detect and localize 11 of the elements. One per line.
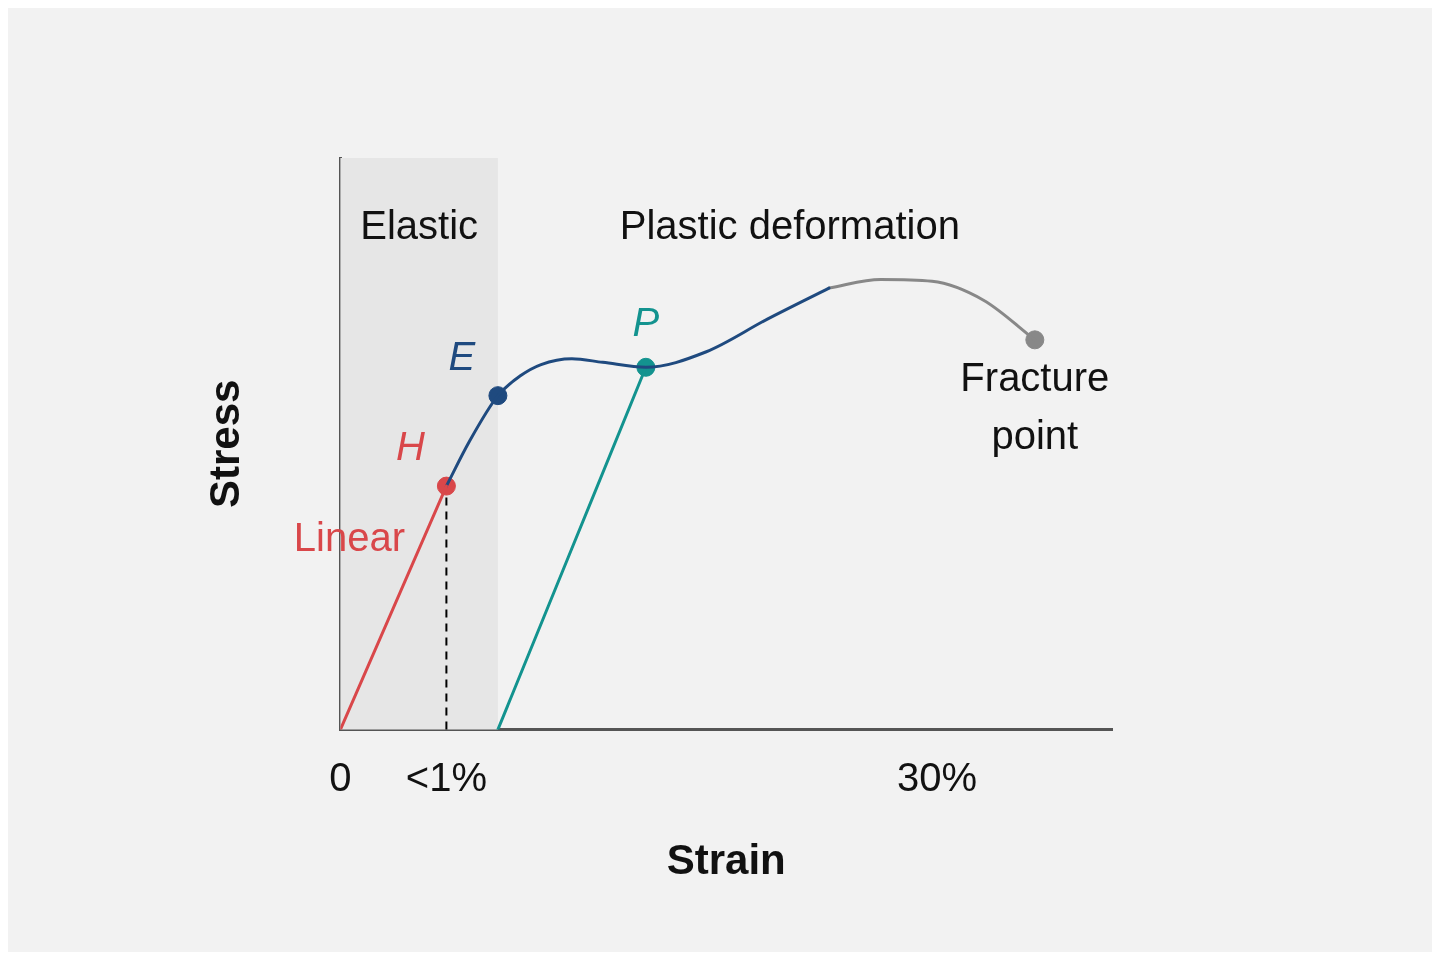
band-label: Elastic bbox=[360, 203, 479, 248]
x-axis-title: Strain bbox=[666, 836, 786, 884]
y-axis-title: Stress bbox=[200, 379, 248, 509]
x-tick-label: 30% bbox=[896, 754, 978, 799]
text: Plastic deformation bbox=[619, 203, 960, 248]
x-tick-label: 0 bbox=[329, 754, 352, 799]
x-tick-label: <1% bbox=[405, 754, 487, 799]
annotation: H bbox=[395, 424, 425, 469]
annotation: Fracture point bbox=[960, 354, 1110, 457]
annotation: E bbox=[448, 333, 477, 378]
annotation: P bbox=[632, 300, 660, 345]
